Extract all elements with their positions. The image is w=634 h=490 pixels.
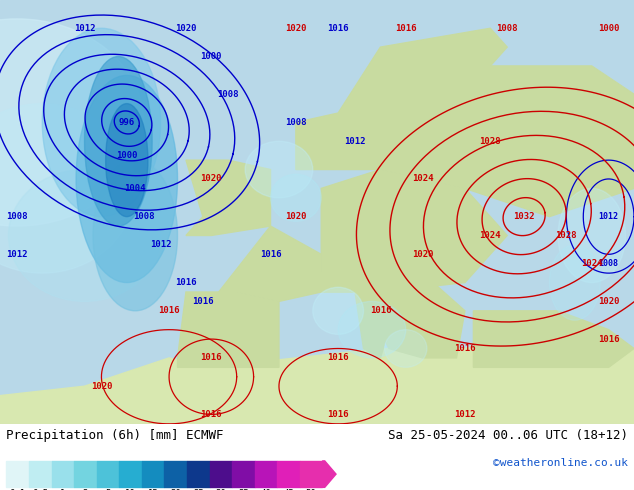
Text: 1000: 1000 bbox=[116, 151, 138, 160]
Ellipse shape bbox=[0, 103, 135, 273]
Text: 1004: 1004 bbox=[124, 184, 146, 193]
Polygon shape bbox=[0, 330, 634, 424]
Text: 1032: 1032 bbox=[514, 212, 535, 221]
Text: 1020: 1020 bbox=[91, 382, 112, 391]
Text: 1016: 1016 bbox=[200, 410, 222, 419]
Bar bbox=[51, 461, 74, 488]
Bar bbox=[277, 461, 300, 488]
Bar bbox=[96, 461, 119, 488]
Text: 1024: 1024 bbox=[412, 174, 434, 183]
Text: 1016: 1016 bbox=[175, 278, 197, 287]
Text: 1016: 1016 bbox=[327, 24, 349, 33]
Text: 1012: 1012 bbox=[150, 241, 171, 249]
Polygon shape bbox=[380, 66, 634, 217]
Text: 1020: 1020 bbox=[175, 24, 197, 33]
Text: 1020: 1020 bbox=[598, 297, 619, 306]
Text: 1008: 1008 bbox=[6, 212, 28, 221]
Bar bbox=[255, 461, 277, 488]
Text: 1000: 1000 bbox=[200, 52, 222, 61]
Text: 1016: 1016 bbox=[192, 297, 214, 306]
Text: 1016: 1016 bbox=[200, 353, 222, 363]
Bar bbox=[119, 461, 142, 488]
Text: 1016: 1016 bbox=[327, 353, 349, 363]
Text: 1008: 1008 bbox=[496, 24, 518, 33]
Ellipse shape bbox=[8, 170, 160, 301]
Ellipse shape bbox=[106, 103, 148, 217]
Text: 1016: 1016 bbox=[598, 335, 619, 343]
Text: 1016: 1016 bbox=[454, 344, 476, 353]
Text: Sa 25-05-2024 00..06 UTC (18+12): Sa 25-05-2024 00..06 UTC (18+12) bbox=[387, 429, 628, 442]
Text: 1008: 1008 bbox=[285, 118, 307, 127]
Text: 1024: 1024 bbox=[479, 231, 501, 240]
Bar bbox=[29, 461, 51, 488]
Polygon shape bbox=[372, 273, 465, 358]
Bar bbox=[210, 461, 232, 488]
Ellipse shape bbox=[76, 75, 178, 283]
Bar bbox=[232, 461, 255, 488]
Ellipse shape bbox=[550, 245, 600, 320]
Ellipse shape bbox=[385, 330, 427, 368]
Polygon shape bbox=[321, 170, 507, 292]
Polygon shape bbox=[313, 264, 389, 358]
Polygon shape bbox=[178, 292, 279, 368]
FancyArrow shape bbox=[323, 461, 336, 488]
Text: 1024: 1024 bbox=[581, 259, 602, 268]
Text: 1012: 1012 bbox=[344, 137, 366, 146]
Polygon shape bbox=[211, 226, 321, 301]
Text: 996: 996 bbox=[119, 118, 135, 127]
Bar bbox=[74, 461, 96, 488]
Ellipse shape bbox=[84, 56, 152, 226]
Text: 1028: 1028 bbox=[555, 231, 577, 240]
Ellipse shape bbox=[338, 301, 406, 358]
Ellipse shape bbox=[93, 160, 178, 311]
Bar bbox=[187, 461, 210, 488]
Text: 1012: 1012 bbox=[6, 250, 28, 259]
Text: 1020: 1020 bbox=[200, 174, 222, 183]
Ellipse shape bbox=[42, 28, 160, 217]
Text: 1016: 1016 bbox=[158, 306, 180, 316]
Ellipse shape bbox=[313, 287, 363, 334]
Text: 1020: 1020 bbox=[285, 24, 307, 33]
Text: 1028: 1028 bbox=[479, 137, 501, 146]
Text: 1016: 1016 bbox=[327, 410, 349, 419]
Text: Precipitation (6h) [mm] ECMWF: Precipitation (6h) [mm] ECMWF bbox=[6, 429, 224, 442]
Text: ©weatheronline.co.uk: ©weatheronline.co.uk bbox=[493, 458, 628, 468]
Ellipse shape bbox=[558, 188, 626, 283]
Polygon shape bbox=[296, 28, 507, 170]
Text: 1000: 1000 bbox=[598, 24, 619, 33]
Text: 1008: 1008 bbox=[133, 212, 155, 221]
Text: 1016: 1016 bbox=[370, 306, 391, 316]
Text: 1008: 1008 bbox=[598, 259, 619, 268]
Text: 1012: 1012 bbox=[74, 24, 95, 33]
Text: 1016: 1016 bbox=[395, 24, 417, 33]
Text: 1020: 1020 bbox=[285, 212, 307, 221]
Text: 1008: 1008 bbox=[217, 90, 239, 98]
Polygon shape bbox=[474, 311, 634, 368]
Ellipse shape bbox=[271, 174, 321, 221]
Bar bbox=[300, 461, 323, 488]
Bar bbox=[164, 461, 187, 488]
Text: 1012: 1012 bbox=[598, 212, 619, 221]
Text: 1012: 1012 bbox=[454, 410, 476, 419]
Ellipse shape bbox=[0, 19, 144, 226]
Bar bbox=[6, 461, 29, 488]
Text: 1016: 1016 bbox=[260, 250, 281, 259]
Polygon shape bbox=[186, 160, 271, 236]
Bar bbox=[142, 461, 164, 488]
Ellipse shape bbox=[245, 141, 313, 198]
Text: 1020: 1020 bbox=[412, 250, 434, 259]
